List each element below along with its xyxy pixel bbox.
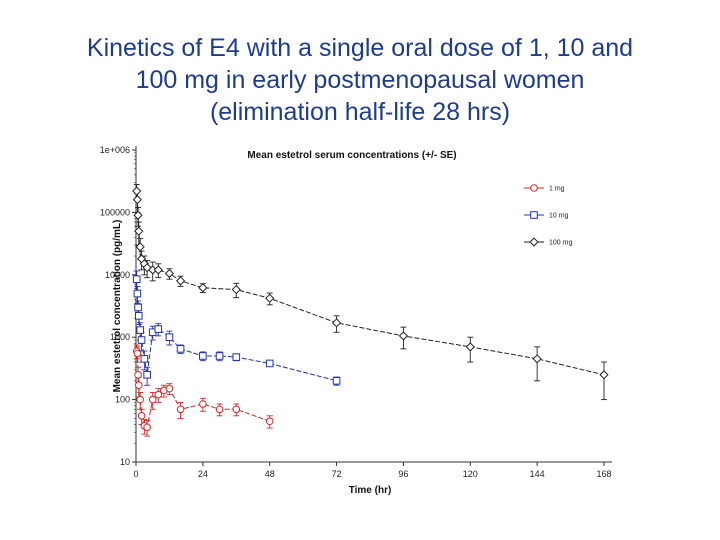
data-point-100-mg [331,318,342,328]
y-tick-label: 10 [120,457,130,467]
data-point-100-mg [599,370,609,380]
x-tick-label: 0 [133,469,138,479]
data-point-100-mg [532,354,542,364]
slide-title-line-1: Kinetics of E4 with a single oral dose o… [86,34,634,62]
x-axis-title: Time (hr) [349,485,392,496]
data-point-10-mg [143,370,151,379]
data-point-100-mg [153,265,163,275]
x-tick-label: 96 [398,469,408,479]
y-tick-label: 1e+006 [100,145,130,155]
data-point-10-mg [165,333,174,341]
data-point-10-mg [332,377,341,385]
data-point-100-mg [142,263,152,273]
data-point-1-mg [143,423,151,432]
y-tick-label: 1000 [110,332,130,342]
slide-title: Kinetics of E4 with a single oral dose o… [0,32,720,128]
data-point-1-mg [134,370,142,379]
data-point-10-mg [265,359,274,368]
data-point-1-mg [232,405,241,414]
data-point-10-mg [133,289,142,298]
legend-marker-1-mg [530,184,538,192]
data-point-100-mg [135,242,145,252]
data-point-1-mg [165,384,174,393]
data-point-100-mg [398,331,409,341]
y-tick-label: 100 [115,395,130,405]
x-tick-label: 24 [198,469,208,479]
data-point-10-mg [140,355,149,363]
data-point-1-mg [133,349,142,358]
data-point-100-mg [133,210,143,220]
data-point-1-mg [154,390,163,399]
data-point-100-mg [164,268,175,279]
legend: 1 mg 10 mg 100 mg [524,184,572,247]
data-point-1-mg [199,400,207,408]
data-point-10-mg [215,352,224,360]
data-point-1-mg [137,412,146,420]
data-point-100-mg [265,293,275,303]
data-point-1-mg [265,417,274,426]
data-point-100-mg [175,276,186,286]
slide-title-line-2: 100 mg in early postmenopausal women [135,66,585,94]
series-10-mg [132,270,341,386]
data-point-100-mg [132,195,143,205]
x-tick-label: 144 [530,469,545,479]
data-point-1-mg [215,405,224,414]
data-point-10-mg [232,353,241,361]
data-point-10-mg [199,352,207,360]
x-tick-label: 120 [463,469,478,479]
data-point-1-mg [176,405,185,414]
data-point-10-mg [137,336,146,344]
y-tick-label: 100000 [100,207,130,217]
data-point-100-mg [231,284,241,295]
legend-label-1-mg: 1 mg [549,186,565,193]
legend-marker-100-mg [529,237,539,247]
series-line-1-mg [136,350,270,429]
x-tick-label: 168 [596,469,611,479]
axes: 0 24 48 72 96 120 144 168 10 100 1000 10000 100000 1e… [100,145,612,479]
x-tick-label: 48 [265,469,275,479]
y-tick-label: 10000 [105,270,130,280]
series-100-mg [132,184,609,401]
data-point-1-mg [134,381,143,390]
data-point-10-mg [134,312,143,320]
data-point-1-mg [148,395,157,404]
series-layer [132,184,609,437]
data-point-10-mg [176,345,185,353]
data-point-100-mg [198,283,208,293]
legend-label-10-mg: 10 mg [549,213,569,220]
x-tick-label: 72 [332,469,342,479]
slide-title-line-3: (elimination half-life 28 hrs) [209,98,511,126]
chart-title: Mean estetrol serum concentrations (+/- … [247,150,456,161]
data-point-100-mg [465,342,475,352]
data-point-10-mg [136,326,144,334]
legend-label-100-mg: 100 mg [549,240,572,247]
data-point-100-mg [134,226,144,236]
data-point-10-mg [154,325,163,333]
legend-marker-10-mg [530,211,538,219]
data-point-10-mg [134,303,142,312]
data-point-10-mg [132,275,141,284]
y-axis-title: Mean estetrol concentration (pg/mL) [112,220,123,393]
data-point-100-mg [132,186,142,196]
data-point-1-mg [136,395,144,404]
series-line-10-mg [136,279,337,382]
